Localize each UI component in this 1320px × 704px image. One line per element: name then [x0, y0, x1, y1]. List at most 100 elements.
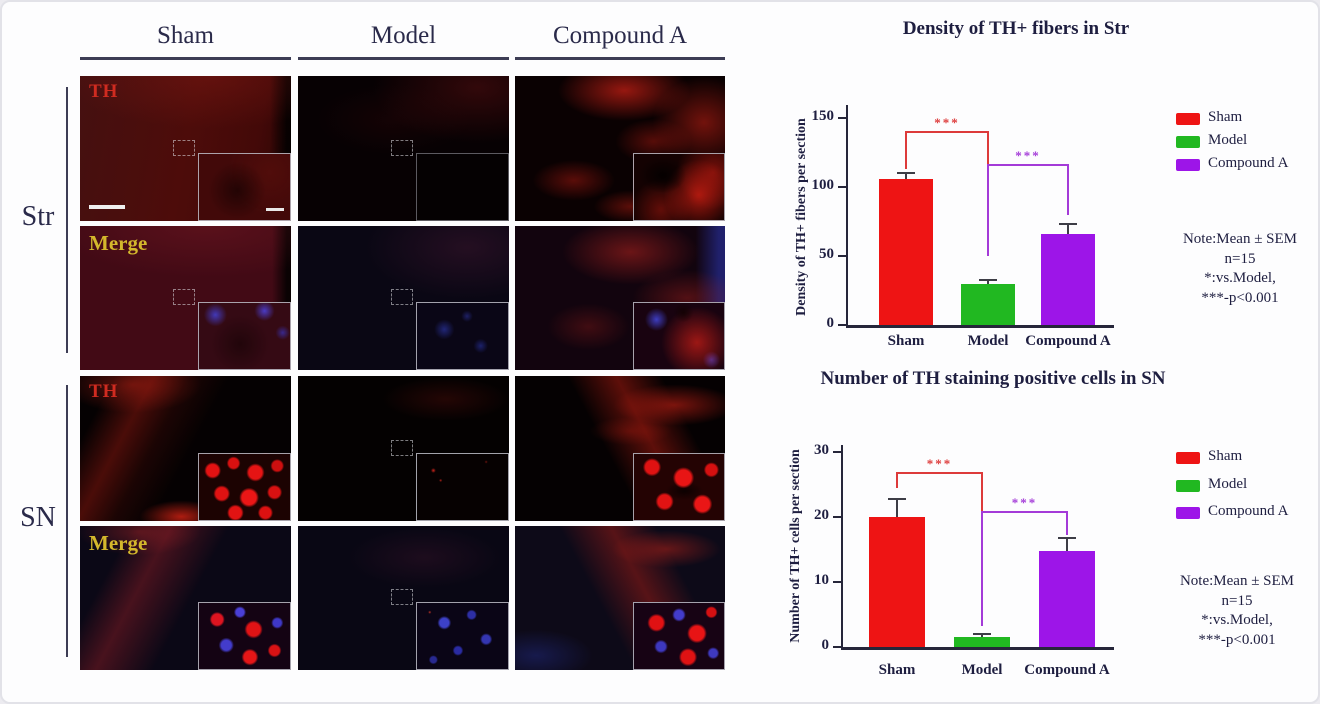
x-axis: [846, 325, 1114, 328]
legend-label-compound-a: Compound A: [1208, 503, 1289, 519]
bar-sham: [879, 178, 933, 325]
x-tick-label-model: Model: [967, 333, 1009, 349]
magnified-inset: [416, 302, 509, 370]
significance-bracket: [981, 511, 983, 627]
note-line: Note:Mean ± SEM: [1182, 231, 1298, 247]
x-tick-label-compound-a: Compound A: [1024, 662, 1110, 678]
significance-bracket: [981, 471, 983, 513]
error-bar-stem: [905, 173, 907, 179]
roi-box: [390, 439, 413, 456]
note-line: n=15: [1221, 592, 1253, 609]
bar-model: [961, 283, 1015, 325]
significance-bracket: [987, 163, 989, 256]
magnified-inset: [416, 452, 509, 521]
significance-label: ***: [1015, 147, 1041, 163]
y-tick: [838, 186, 846, 188]
significance-bracket: [987, 130, 989, 165]
legend-swatch-model: [1176, 136, 1200, 148]
significance-label: ***: [1011, 495, 1038, 511]
error-bar-stem: [1066, 537, 1068, 551]
significance-bracket: [896, 471, 898, 488]
magnified-inset: [632, 302, 725, 370]
micrograph-sn-th-compound-a: [515, 376, 725, 521]
note-line: *:vs.Model,: [1201, 612, 1273, 628]
group-bracket-sn: [66, 385, 68, 657]
column-header-compound-a: Compound A: [552, 22, 688, 49]
significance-bracket: [906, 130, 988, 133]
micrograph-str-merge-model: [298, 226, 509, 370]
roi-box: [390, 589, 413, 606]
note-line: ***-p<0.001: [1201, 289, 1279, 306]
column-underline: [515, 57, 725, 60]
micrograph-sn-th-model: [298, 376, 509, 521]
column-header-sham: Sham: [157, 22, 214, 49]
legend-label-sham: Sham: [1208, 448, 1243, 464]
magnified-inset: [632, 602, 725, 670]
y-tick: [838, 255, 846, 257]
y-axis: [846, 105, 848, 327]
y-tick-label: 150: [811, 108, 835, 124]
y-tick: [833, 451, 841, 453]
x-tick-label-sham: Sham: [887, 333, 925, 349]
legend-label-model: Model: [1208, 132, 1248, 148]
y-tick-label: 100: [811, 177, 835, 193]
column-underline: [80, 57, 291, 60]
significance-bracket: [905, 130, 907, 170]
y-tick: [838, 324, 846, 326]
roi-box: [172, 289, 195, 306]
x-tick-label-sham: Sham: [878, 662, 916, 678]
error-bar-stem: [981, 634, 983, 638]
significance-label: ***: [934, 114, 960, 130]
micrograph-sn-merge-model: [298, 526, 509, 670]
significance-bracket: [988, 163, 1068, 166]
error-bar-stem: [987, 280, 989, 284]
legend-swatch-model: [1176, 480, 1200, 492]
x-tick-label-compound-a: Compound A: [1025, 333, 1111, 349]
magnified-inset: [198, 602, 291, 670]
y-tick: [833, 646, 841, 648]
legend-label-sham: Sham: [1208, 109, 1243, 125]
y-axis: [841, 445, 843, 649]
magnified-inset: [198, 152, 291, 221]
significance-bracket: [1066, 511, 1068, 535]
legend-swatch-sham: [1176, 113, 1200, 125]
scale-bar: [89, 205, 125, 209]
note-line: Note:Mean ± SEM: [1179, 573, 1295, 589]
note-line: *:vs.Model,: [1204, 270, 1276, 286]
x-tick-label-model: Model: [961, 662, 1003, 678]
group-label-sn: SN: [20, 502, 56, 533]
y-tick-label: 0: [821, 637, 830, 653]
legend-swatch-compound-a: [1176, 507, 1200, 519]
column-underline: [298, 57, 509, 60]
error-bar-stem: [1067, 224, 1069, 234]
charts-panel: Density of TH+ fibers in Str Density of T…: [782, 2, 1318, 702]
note-line: n=15: [1224, 250, 1256, 267]
stain-label-merge: Merge: [89, 531, 148, 555]
micrograph-str-th-sham: TH: [80, 76, 291, 221]
bar-sham: [869, 517, 925, 647]
y-tick-label: 30: [814, 442, 829, 458]
micrograph-sn-merge-sham: Merge: [80, 526, 291, 670]
column-header-model: Model: [370, 22, 437, 49]
roi-box: [390, 139, 413, 156]
magnified-inset: [416, 602, 509, 670]
legend-label-compound-a: Compound A: [1208, 155, 1289, 171]
chart-title: Number of TH staining positive cells in …: [820, 368, 1166, 389]
y-tick-label: 20: [814, 507, 829, 523]
stain-label-th: TH: [89, 381, 119, 402]
y-tick: [833, 581, 841, 583]
legend-swatch-compound-a: [1176, 159, 1200, 171]
error-bar-stem: [896, 499, 898, 517]
group-label-str: Str: [21, 201, 55, 232]
roi-box: [172, 139, 195, 156]
micrograph-str-merge-sham: Merge: [80, 226, 291, 370]
significance-label: ***: [926, 455, 953, 471]
x-axis: [841, 647, 1114, 650]
bar-compound-a: [1039, 550, 1095, 647]
significance-bracket: [1067, 163, 1069, 215]
y-tick-label: 0: [826, 315, 835, 331]
chart-title: Density of TH+ fibers in Str: [902, 18, 1130, 39]
magnified-inset: [198, 452, 291, 521]
significance-bracket: [897, 471, 982, 474]
